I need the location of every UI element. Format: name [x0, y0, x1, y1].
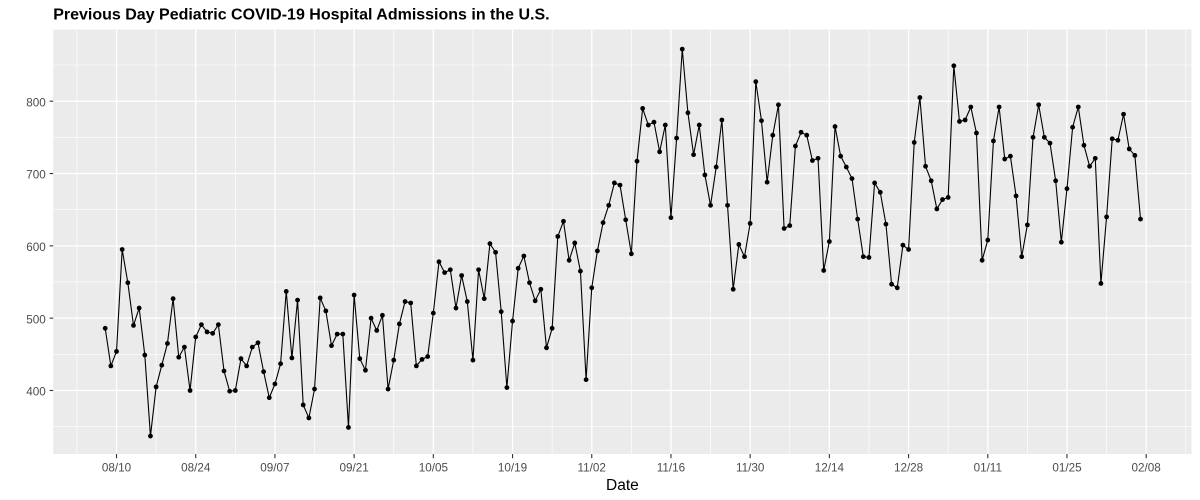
svg-text:600: 600 [26, 241, 46, 254]
svg-text:400: 400 [26, 386, 46, 399]
svg-text:10/19: 10/19 [498, 462, 527, 475]
svg-text:10/05: 10/05 [419, 462, 449, 475]
svg-text:02/08: 02/08 [1132, 462, 1161, 475]
svg-text:Date: Date [606, 477, 639, 494]
svg-text:01/25: 01/25 [1052, 462, 1082, 475]
svg-text:700: 700 [26, 169, 46, 182]
svg-text:Previous Day Pediatric COVID-1: Previous Day Pediatric COVID-19 Hospital… [53, 7, 549, 24]
svg-text:12/28: 12/28 [894, 462, 923, 475]
svg-text:800: 800 [26, 96, 46, 109]
svg-text:08/10: 08/10 [102, 462, 132, 475]
svg-text:08/24: 08/24 [181, 462, 211, 475]
svg-text:500: 500 [26, 313, 46, 326]
svg-text:01/11: 01/11 [974, 462, 1002, 475]
svg-text:09/21: 09/21 [340, 462, 369, 475]
svg-text:09/07: 09/07 [260, 462, 289, 475]
svg-text:11/16: 11/16 [657, 462, 685, 475]
svg-text:11/30: 11/30 [736, 462, 765, 475]
svg-text:12/14: 12/14 [815, 462, 845, 475]
svg-text:11/02: 11/02 [578, 462, 606, 475]
